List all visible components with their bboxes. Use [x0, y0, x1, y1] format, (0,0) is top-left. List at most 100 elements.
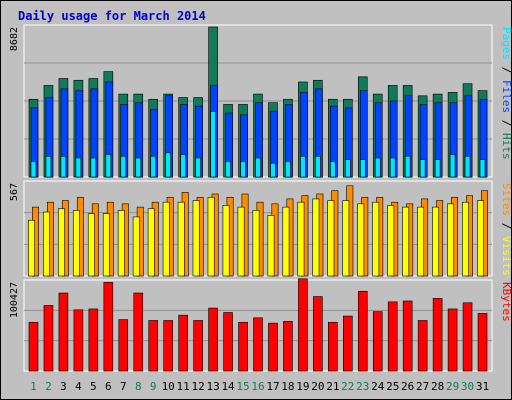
bar-kbytes [283, 321, 293, 372]
bar-pages [60, 155, 67, 178]
visits-sites-panel: 567 Sites / Visits [9, 180, 512, 277]
bar-kbytes [118, 319, 129, 372]
bar-pages [270, 162, 276, 178]
x-tick-label: 18 [281, 380, 294, 393]
bar-kbytes [238, 321, 248, 372]
bar-sites [162, 201, 170, 277]
x-tick-label: 28 [431, 380, 444, 393]
bar-sites [132, 216, 140, 277]
y-max-label: 100427 [9, 282, 20, 318]
bar-sites [267, 215, 275, 277]
bar-pages [300, 155, 306, 178]
bar-kbytes [148, 320, 159, 372]
kbytes-panel: 100427 KBytes [9, 278, 512, 372]
x-tick-label: 10 [162, 380, 175, 393]
bar-kbytes [73, 309, 84, 372]
legend: Sites / Visits [500, 183, 512, 276]
bar-pages [135, 157, 142, 178]
bar-kbytes [193, 320, 203, 372]
bar-sites [207, 196, 215, 277]
bar-sites [87, 213, 95, 277]
legend-separator: / [500, 113, 512, 133]
x-tick-label: 2 [45, 380, 52, 393]
x-tick-label: 1 [30, 380, 37, 393]
bar-kbytes [402, 300, 413, 372]
bar-kbytes [417, 320, 428, 372]
legend-separator: / [500, 60, 512, 80]
x-tick-label: 20 [311, 380, 324, 393]
x-tick-label: 9 [150, 380, 157, 393]
bar-pages [30, 161, 37, 178]
y-max-label: 567 [9, 183, 20, 201]
bar-sites [177, 201, 185, 277]
x-tick-label: 11 [177, 380, 190, 393]
legend-item: Hits [500, 133, 512, 160]
bar-sites [432, 206, 440, 277]
x-tick-label: 29 [446, 380, 459, 393]
bar-kbytes [462, 302, 473, 372]
bar-sites [57, 208, 65, 277]
bar-kbytes [328, 321, 338, 372]
bar-pages [419, 159, 426, 178]
bar-kbytes [253, 317, 263, 372]
bar-pages [90, 157, 97, 178]
bar-kbytes [178, 314, 188, 372]
x-tick-label: 3 [60, 380, 67, 393]
bar-pages [434, 159, 441, 178]
bar-pages [404, 155, 411, 178]
bar-sites [28, 219, 35, 277]
x-axis: 1 2 3 4 5 6 7 8 9 10 11 12 13 14 15 16 17 18 19 20 21 22 23 24 2… [30, 380, 489, 393]
bar-kbytes [133, 292, 144, 372]
bar-pages [240, 161, 246, 178]
bar-pages [330, 161, 336, 178]
bar-kbytes [43, 305, 54, 372]
bar-sites [282, 206, 290, 277]
bar-pages [120, 155, 127, 178]
bar-sites [372, 201, 380, 277]
legend: Pages / Files / Hits [500, 27, 512, 160]
bar-sites [102, 213, 110, 277]
bar-sites [252, 210, 260, 277]
bar-sites [462, 201, 469, 277]
x-tick-label: 16 [251, 380, 264, 393]
bar-kbytes [477, 313, 488, 372]
bar-kbytes [163, 320, 173, 372]
bar-pages [105, 154, 112, 178]
y-max-label: 8682 [9, 27, 20, 51]
x-tick-label: 7 [120, 380, 127, 393]
bar-sites [72, 210, 80, 277]
x-tick-label: 26 [401, 380, 414, 393]
legend-item: Pages [500, 27, 512, 60]
bar-pages [359, 159, 366, 178]
x-tick-label: 21 [326, 380, 339, 393]
bar-sites [297, 201, 305, 277]
x-tick-label: 23 [356, 380, 369, 393]
x-tick-label: 24 [371, 380, 385, 393]
bar-pages [479, 159, 486, 178]
bar-sites [147, 208, 155, 277]
bar-kbytes [58, 292, 69, 372]
bar-pages [345, 159, 351, 178]
x-tick-label: 8 [135, 380, 142, 393]
bar-kbytes [298, 278, 308, 372]
bar-pages [464, 155, 471, 178]
x-tick-label: 4 [75, 380, 82, 393]
x-tick-label: 12 [192, 380, 205, 393]
bar-kbytes [208, 307, 218, 372]
x-tick-label: 31 [476, 380, 489, 393]
bar-pages [75, 157, 82, 178]
x-tick-label: 14 [221, 380, 235, 393]
bar-sites [237, 206, 245, 277]
bar-sites [387, 205, 395, 277]
bar-pages [374, 157, 381, 178]
bar-pages [225, 161, 231, 178]
bar-sites [417, 206, 425, 277]
legend-item: Sites [500, 183, 512, 216]
bar-pages [449, 154, 456, 178]
bar-sites [357, 203, 365, 277]
bar-kbytes [28, 321, 39, 372]
x-tick-label: 17 [266, 380, 279, 393]
bar-pages [195, 157, 201, 178]
bar-kbytes [268, 322, 278, 372]
